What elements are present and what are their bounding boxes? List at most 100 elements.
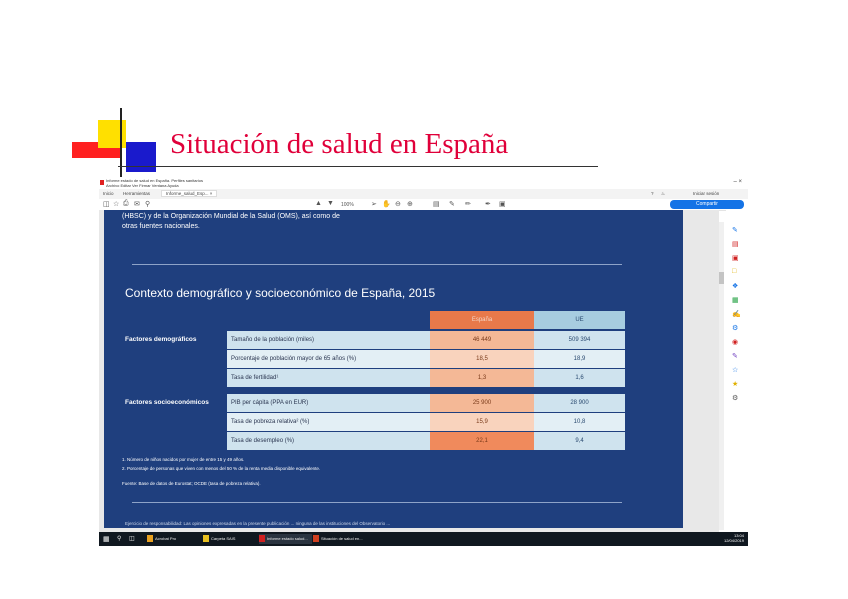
- clock-date: 12/04/2019: [723, 538, 744, 543]
- taskbar-search-icon[interactable]: ⚲: [117, 536, 122, 542]
- combine-icon[interactable]: ❖: [732, 283, 739, 290]
- table-cell-ue: 9,4: [534, 432, 625, 450]
- tab-tools[interactable]: Herramientas: [123, 191, 151, 196]
- slide-decoration-vline: [120, 108, 122, 178]
- print-icon[interactable]: ⎙: [123, 200, 129, 207]
- table-row-indicator: Tamaño de la población (miles): [227, 331, 430, 349]
- bookmark-icon[interactable]: ☆: [113, 201, 120, 208]
- comment-tool-icon[interactable]: □: [732, 268, 737, 275]
- bell-icon[interactable]: ♨: [661, 191, 666, 196]
- tab-document[interactable]: Informe_salud_Esp... ×: [161, 190, 218, 197]
- taskbar-app[interactable]: Informe estado salud...: [259, 534, 312, 544]
- select-icon[interactable]: ➢: [371, 201, 377, 208]
- task-view-icon[interactable]: ◫: [129, 536, 135, 542]
- protect-icon[interactable]: ◉: [732, 339, 739, 346]
- scrollbar[interactable]: [719, 222, 724, 530]
- document-page: (HBSC) y de la Organización Mundial de l…: [104, 210, 683, 528]
- clock-time: 13:04: [733, 533, 744, 538]
- more-tools-icon[interactable]: ☆: [732, 367, 739, 374]
- pages-icon[interactable]: ◫: [103, 201, 110, 208]
- table-cell-es: 46 449: [430, 331, 534, 349]
- folder-icon: [203, 535, 209, 543]
- table-row-indicator: Tasa de pobreza relativa² (%): [227, 413, 430, 431]
- edit-pdf-icon[interactable]: ✎: [732, 227, 738, 234]
- table-cell-ue: 1,6: [534, 369, 625, 387]
- settings-icon[interactable]: ⚙: [732, 395, 739, 402]
- page-down-icon[interactable]: ▼: [327, 200, 334, 207]
- search-icon[interactable]: ⚲: [145, 201, 151, 208]
- share-label: Compartir: [696, 201, 718, 207]
- stamp-icon[interactable]: ▣: [499, 201, 506, 208]
- section-title: Contexto demográfico y socioeconómico de…: [125, 286, 436, 300]
- table-cell-ue: 509 394: [534, 331, 625, 349]
- send-icon[interactable]: ✎: [732, 353, 738, 360]
- table-cell-es: 1,3: [430, 369, 534, 387]
- taskbar-app[interactable]: Situación de salud en...: [313, 534, 363, 544]
- page-up-icon[interactable]: ▲: [315, 200, 322, 207]
- acrobat-icon: [100, 180, 104, 185]
- stamp-tool-icon[interactable]: ★: [732, 381, 739, 388]
- table-row-indicator: Tasa de fertilidad¹: [227, 369, 430, 387]
- right-tools-pane: ✎ ▤ ▣ □ ❖ ▦ ✍ ⚙ ◉ ✎ ☆ ★ ⚙: [726, 210, 748, 540]
- document-area: (HBSC) y de la Organización Mundial de l…: [99, 210, 719, 538]
- divider: [132, 502, 622, 503]
- taskbar-app[interactable]: Acrobat Pro: [147, 534, 176, 544]
- zoom-level[interactable]: 100%: [341, 202, 354, 208]
- table-row-indicator: Tasa de desempleo (%): [227, 432, 430, 450]
- taskbar-app-label: Situación de salud en...: [321, 536, 363, 541]
- slide-title: Situación de salud en España: [170, 128, 509, 160]
- taskbar-clock[interactable]: 13:04 12/04/2019: [724, 533, 744, 543]
- table-cell-ue: 10,8: [534, 413, 625, 431]
- table-cell-ue: 18,9: [534, 350, 625, 368]
- hand-icon[interactable]: ✋: [382, 201, 391, 208]
- window-title: Informe estado de salud en España. Perfi…: [106, 178, 203, 183]
- col-header-es: España: [430, 311, 534, 329]
- footnote-1: 1. Número de niños nacidos por mujer de …: [122, 457, 245, 462]
- zoom-out-icon[interactable]: ⊖: [395, 201, 401, 208]
- toolbar: ◫ ☆ ⎙ ✉ ⚲ ▲ ▼ 100% ➢ ✋ ⊖ ⊕ ▤ ✎ ✏ ✒ ▣ Com…: [99, 199, 748, 211]
- fill-sign-icon[interactable]: ✍: [732, 311, 741, 318]
- intro-text-line1: (HBSC) y de la Organización Mundial de l…: [122, 213, 340, 220]
- app-icon: [147, 535, 153, 543]
- menu-bar[interactable]: Archivo Editar Ver Firmar Ventana Ayuda: [106, 183, 179, 188]
- sign-in-link[interactable]: Iniciar sesión: [693, 191, 720, 196]
- title-bar: Informe estado de salud en España. Perfi…: [99, 177, 748, 189]
- highlight-icon[interactable]: ✏: [465, 201, 471, 208]
- windows-start-icon[interactable]: ▦: [103, 536, 110, 543]
- table-row-indicator: PIB per cápita (PPA en EUR): [227, 394, 430, 412]
- powerpoint-icon: [313, 535, 319, 543]
- mail-icon[interactable]: ✉: [134, 201, 140, 208]
- window-controls[interactable]: – ×: [733, 179, 742, 185]
- table-row-indicator: Porcentaje de población mayor de 65 años…: [227, 350, 430, 368]
- slide-title-underline: [118, 166, 598, 167]
- scrollbar-thumb[interactable]: [719, 272, 724, 284]
- group-label-socioeconomic: Factores socioeconómicos: [125, 399, 209, 406]
- col-header-ue: UE: [534, 311, 625, 329]
- footnote-2: 2. Porcentaje de personas que viven con …: [122, 466, 321, 471]
- disclaimer-text: Ejercicio de responsabilidad: Las opinio…: [125, 521, 391, 526]
- tab-bar: Inicio Herramientas Informe_salud_Esp...…: [99, 189, 748, 199]
- table-cell-es: 22,1: [430, 432, 534, 450]
- compress-icon[interactable]: ⚙: [732, 325, 739, 332]
- organize-icon[interactable]: ▦: [732, 297, 739, 304]
- share-button[interactable]: Compartir: [670, 200, 744, 209]
- taskbar-app[interactable]: Carpeta SAIS: [203, 534, 235, 544]
- taskbar-app-label: Acrobat Pro: [155, 536, 177, 541]
- create-pdf-icon[interactable]: ▣: [732, 255, 739, 262]
- intro-text-line2: otras fuentes nacionales.: [122, 223, 200, 230]
- tab-home[interactable]: Inicio: [103, 191, 114, 196]
- fit-icon[interactable]: ▤: [433, 201, 440, 208]
- pdf-viewer-screenshot: Informe estado de salud en España. Perfi…: [99, 177, 748, 546]
- divider: [132, 264, 622, 265]
- help-icon[interactable]: ?: [651, 191, 654, 196]
- zoom-in-icon[interactable]: ⊕: [407, 201, 413, 208]
- sign-icon[interactable]: ✒: [485, 201, 491, 208]
- table-cell-ue: 28 900: [534, 394, 625, 412]
- taskbar: ▦ ⚲ ◫ Acrobat Pro Carpeta SAIS Informe e…: [99, 532, 748, 546]
- table-cell-es: 25 900: [430, 394, 534, 412]
- export-pdf-icon[interactable]: ▤: [732, 241, 739, 248]
- comment-icon[interactable]: ✎: [449, 201, 455, 208]
- source-note: Fuente: Base de datos de Eurostat; OCDE …: [122, 481, 261, 486]
- group-label-demographic: Factores demográficos: [125, 336, 197, 343]
- taskbar-app-label: Informe estado salud...: [267, 536, 308, 541]
